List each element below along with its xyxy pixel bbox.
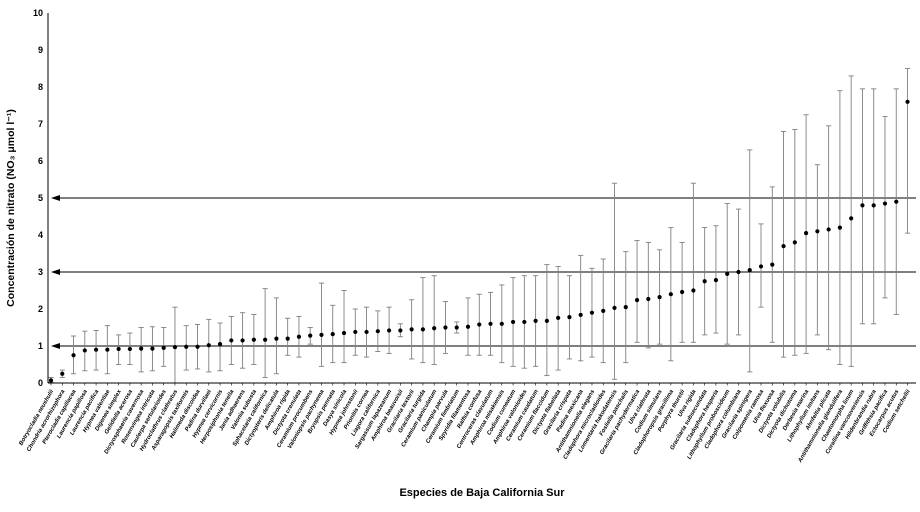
- y-tick-label: 0: [38, 378, 43, 388]
- data-point: [601, 308, 606, 313]
- y-tick-label: 3: [38, 267, 43, 277]
- data-point: [387, 328, 392, 333]
- data-point: [206, 343, 211, 348]
- data-point: [184, 344, 189, 349]
- y-tick-label: 2: [38, 304, 43, 314]
- data-point: [229, 338, 234, 343]
- data-point: [341, 330, 347, 336]
- data-point: [105, 347, 110, 352]
- data-point: [758, 264, 764, 269]
- data-point: [364, 329, 369, 335]
- data-point: [803, 231, 809, 236]
- data-point: [432, 326, 437, 331]
- data-point: [48, 378, 54, 383]
- data-point: [420, 327, 426, 332]
- data-point: [477, 322, 482, 327]
- y-tick-label: 7: [38, 119, 43, 129]
- data-point: [308, 333, 313, 338]
- data-point: [882, 201, 888, 206]
- data-point: [612, 305, 617, 310]
- y-tick-label: 8: [38, 82, 43, 92]
- data-point: [623, 305, 628, 310]
- data-point: [634, 298, 640, 303]
- y-tick-label: 10: [33, 8, 43, 18]
- data-point: [826, 227, 831, 232]
- data-point: [195, 344, 200, 349]
- reference-line-left-arrowhead: [51, 195, 60, 201]
- data-point: [736, 269, 741, 275]
- data-point: [770, 262, 775, 267]
- data-point: [691, 288, 696, 293]
- x-axis-title: Especies de Baja California Sur: [399, 487, 565, 499]
- data-point: [589, 310, 595, 315]
- data-point: [533, 318, 538, 323]
- data-point: [510, 319, 516, 325]
- data-point: [60, 371, 65, 376]
- data-point: [274, 336, 279, 341]
- data-point: [488, 321, 493, 326]
- data-point: [375, 329, 380, 334]
- data-point: [894, 199, 899, 204]
- data-point: [668, 292, 673, 297]
- data-point: [263, 337, 268, 342]
- y-tick-label: 5: [38, 193, 43, 203]
- data-point: [713, 278, 719, 283]
- data-point: [82, 348, 87, 353]
- data-point: [837, 225, 843, 230]
- data-point: [905, 99, 910, 104]
- data-point: [747, 268, 752, 273]
- data-point: [319, 332, 324, 337]
- data-point: [127, 346, 132, 352]
- data-point: [567, 315, 572, 320]
- data-point: [71, 353, 76, 358]
- data-point: [578, 312, 583, 318]
- data-point: [454, 325, 459, 330]
- data-point: [150, 346, 155, 351]
- y-tick-label: 4: [38, 230, 43, 240]
- data-point: [657, 295, 662, 300]
- data-point: [792, 240, 797, 245]
- data-point: [240, 338, 245, 343]
- data-point: [860, 203, 865, 208]
- data-point: [556, 315, 561, 320]
- data-point: [93, 347, 99, 352]
- data-point: [409, 327, 414, 332]
- data-point: [217, 342, 223, 347]
- data-point: [398, 328, 403, 333]
- y-tick-label: 1: [38, 341, 43, 351]
- data-point: [161, 345, 166, 350]
- y-tick-label: 6: [38, 156, 43, 166]
- data-point: [702, 279, 707, 284]
- data-point: [465, 324, 471, 329]
- data-point: [646, 296, 651, 302]
- data-point: [116, 346, 121, 352]
- data-point: [522, 319, 527, 325]
- data-point: [353, 329, 358, 335]
- data-point: [139, 346, 144, 351]
- data-point: [251, 337, 256, 342]
- data-point: [781, 244, 786, 249]
- data-point: [172, 345, 178, 350]
- reference-line-left-arrowhead: [51, 269, 60, 275]
- y-tick-label: 9: [38, 45, 43, 55]
- data-point: [680, 289, 685, 295]
- data-point: [725, 271, 730, 276]
- data-point: [330, 332, 335, 337]
- data-point: [815, 229, 820, 234]
- reference-line-left-arrowhead: [51, 343, 60, 349]
- data-point: [499, 321, 504, 326]
- y-axis-title: Concentración de nitrato (NO₃ μmol l⁻¹): [5, 109, 17, 307]
- data-point: [443, 325, 448, 330]
- data-point: [285, 336, 290, 341]
- data-point: [544, 318, 549, 323]
- data-point: [871, 203, 876, 208]
- data-point: [849, 216, 854, 221]
- data-point: [296, 334, 302, 339]
